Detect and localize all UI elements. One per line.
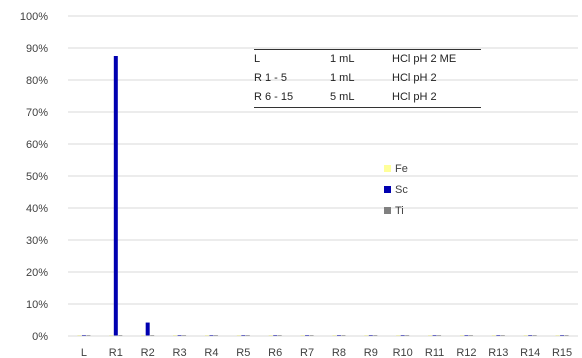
x-tick-label: R10 <box>393 347 413 358</box>
x-tick-label: R5 <box>236 347 250 358</box>
y-tick-label: 90% <box>26 43 48 55</box>
y-tick-label: 80% <box>26 75 48 87</box>
x-tick-label: R12 <box>456 347 476 358</box>
x-tick-label: R14 <box>520 347 540 358</box>
x-tick-label: R4 <box>204 347 218 358</box>
legend-label: Sc <box>395 183 408 196</box>
x-tick-label: R1 <box>109 347 123 358</box>
table-cell: 1 mL <box>330 71 355 84</box>
legend-swatch-sc <box>384 186 391 193</box>
x-axis-ticks: L R1 R2 R3 R4 R5 R6 R7 R8 R9 R10 R11 R12 R13 R14 R15 <box>81 347 572 358</box>
legend-label: Ti <box>395 204 404 217</box>
x-tick-label: R2 <box>141 347 155 358</box>
x-tick-label: R3 <box>173 347 187 358</box>
table-cell: L <box>254 49 330 69</box>
legend-swatch-fe <box>384 165 391 172</box>
x-tick-label: R7 <box>300 347 314 358</box>
x-tick-label: R6 <box>268 347 282 358</box>
table-cell: HCl pH 2 ME <box>392 49 481 69</box>
legend-item-ti: Ti <box>384 200 408 221</box>
y-tick-label: 20% <box>26 267 48 279</box>
y-tick-label: 40% <box>26 203 48 215</box>
table-cell: 1 mL <box>330 49 392 69</box>
legend-swatch-ti <box>384 207 391 214</box>
x-tick-label: R8 <box>332 347 346 358</box>
table-cell: R 6 - 15 <box>254 88 330 108</box>
table-cell: HCl pH 2 <box>392 71 437 84</box>
x-tick-label: R9 <box>364 347 378 358</box>
x-tick-label: R11 <box>425 347 444 358</box>
y-tick-label: 100% <box>20 11 48 23</box>
x-tick-label: R15 <box>552 347 572 358</box>
bar-sc-r2 <box>145 322 150 336</box>
x-tick-label: L <box>81 347 87 358</box>
table-cell: HCl pH 2 <box>392 88 481 108</box>
table-row: R 6 - 15 5 mL HCl pH 2 <box>254 88 481 108</box>
table-row: R 1 - 5 1 mL HCl pH 2 <box>254 69 481 88</box>
x-tick-label: R13 <box>488 347 508 358</box>
y-tick-label: 50% <box>26 171 48 183</box>
conditions-table: L 1 mL HCl pH 2 ME R 1 - 5 1 mL HCl pH 2… <box>254 49 481 108</box>
legend-label: Fe <box>395 162 408 175</box>
legend-item-fe: Fe <box>384 158 408 179</box>
table-row: L 1 mL HCl pH 2 ME <box>254 49 481 69</box>
y-tick-label: 10% <box>26 299 48 311</box>
table-cell: R 1 - 5 <box>254 71 288 84</box>
table-cell: 5 mL <box>330 88 392 108</box>
y-tick-label: 60% <box>26 139 48 151</box>
y-tick-label: 0% <box>32 331 48 343</box>
bar-sc-r1 <box>113 56 118 336</box>
gridlines <box>68 15 578 305</box>
legend-item-sc: Sc <box>384 179 408 200</box>
y-tick-label: 70% <box>26 107 48 119</box>
y-axis-ticks: 0% 10% 20% 30% 40% 50% 60% 70% 80% 90% 100% <box>20 11 48 343</box>
y-tick-label: 30% <box>26 235 48 247</box>
chart-legend: Fe Sc Ti <box>384 158 408 221</box>
